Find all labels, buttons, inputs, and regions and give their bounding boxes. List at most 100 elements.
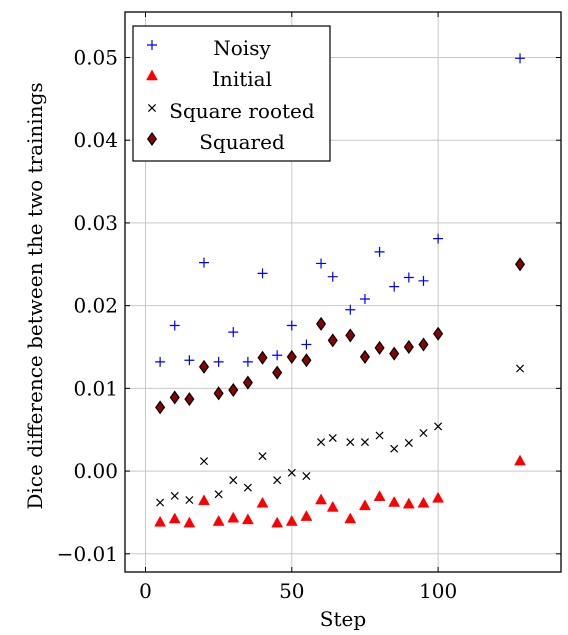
data-point-cross xyxy=(214,490,223,499)
legend-box xyxy=(132,25,331,162)
data-point-diamond xyxy=(257,350,268,365)
data-point-plus xyxy=(359,294,370,305)
data-point-plus xyxy=(515,53,526,64)
legend-entry-square-rooted: Square rooted xyxy=(147,99,315,123)
legend-marker-plus xyxy=(147,40,157,50)
legend-entry-initial: Initial xyxy=(146,67,272,91)
data-point-plus xyxy=(242,356,253,367)
data-point-plus xyxy=(213,356,224,367)
data-point-cross xyxy=(302,472,311,481)
legend-symbol-plus xyxy=(147,40,157,50)
data-point-plus xyxy=(433,233,444,244)
y-tick-label: 0.00 xyxy=(73,459,118,483)
data-point-triangle xyxy=(359,499,371,511)
data-point-plus xyxy=(389,281,400,292)
data-point-plus xyxy=(199,257,210,268)
data-point-plus xyxy=(374,246,385,257)
data-point-triangle xyxy=(241,513,254,525)
legend-marker-cross xyxy=(147,103,157,113)
data-point-cross xyxy=(434,422,443,431)
y-tick-label: 0.01 xyxy=(73,376,118,400)
data-point-diamond xyxy=(514,257,526,272)
data-point-triangle xyxy=(417,496,430,508)
data-point-triangle xyxy=(373,490,386,501)
data-point-triangle xyxy=(402,497,415,509)
data-point-plus xyxy=(286,320,297,331)
data-point-cross xyxy=(360,438,369,447)
marks-layer xyxy=(154,53,526,528)
data-point-triangle xyxy=(300,510,313,521)
data-point-plus xyxy=(316,258,327,269)
data-point-diamond xyxy=(213,386,224,401)
data-point-triangle xyxy=(183,516,196,528)
x-axis-label: Step xyxy=(320,607,366,631)
data-point-plus xyxy=(272,350,283,361)
data-point-diamond xyxy=(433,326,444,341)
data-point-plus xyxy=(327,271,338,282)
data-point-triangle xyxy=(315,493,327,505)
data-point-diamond xyxy=(403,339,414,355)
data-point-plus xyxy=(418,275,429,286)
data-point-plus xyxy=(228,327,239,338)
data-point-triangle xyxy=(326,500,339,512)
y-tick-label: 0.03 xyxy=(73,211,118,235)
legend-label-squared: Squared xyxy=(199,130,285,154)
legend-label-initial: Initial xyxy=(212,67,272,91)
data-point-diamond xyxy=(228,382,239,398)
data-point-cross xyxy=(170,491,179,500)
data-point-plus xyxy=(155,356,166,367)
legend-label-square-rooted: Square rooted xyxy=(169,99,315,123)
legend-symbol-diamond xyxy=(146,131,158,147)
plot-frame xyxy=(124,11,562,573)
data-point-plus xyxy=(257,268,268,279)
y-axis-label: Dice difference between the two training… xyxy=(23,82,47,509)
data-point-cross xyxy=(156,498,165,507)
data-point-cross xyxy=(273,476,282,485)
data-point-triangle xyxy=(168,512,181,524)
data-point-triangle xyxy=(256,496,269,508)
data-point-diamond xyxy=(272,365,283,380)
data-point-cross xyxy=(243,483,252,492)
legend: Noisy Initial Square rooted Squared xyxy=(132,25,331,162)
data-point-triangle xyxy=(198,494,210,506)
data-point-plus xyxy=(184,355,195,366)
data-point-diamond xyxy=(198,359,210,374)
data-point-cross xyxy=(346,438,355,447)
data-point-cross xyxy=(317,438,326,447)
data-point-triangle xyxy=(285,515,298,526)
data-point-diamond xyxy=(359,349,370,364)
data-point-triangle xyxy=(432,491,445,503)
data-point-cross xyxy=(328,433,337,443)
data-point-diamond xyxy=(184,392,195,407)
data-point-cross xyxy=(258,452,267,461)
legend-symbol-triangle xyxy=(146,69,158,81)
data-point-diamond xyxy=(316,316,327,331)
data-point-plus xyxy=(169,320,180,331)
legend-label-noisy: Noisy xyxy=(213,36,271,60)
data-point-triangle xyxy=(388,495,401,507)
data-point-plus xyxy=(345,304,356,315)
data-point-diamond xyxy=(286,349,297,364)
data-point-cross xyxy=(229,476,238,485)
legend-entry-squared: Squared xyxy=(146,130,285,154)
data-point-cross xyxy=(419,429,428,438)
data-point-plus xyxy=(301,339,312,350)
data-point-cross xyxy=(375,431,384,440)
x-tick-label: 100 xyxy=(419,579,457,603)
data-point-diamond xyxy=(389,346,400,361)
data-point-diamond xyxy=(242,375,253,390)
data-point-cross xyxy=(199,457,209,466)
y-tick-label: −0.01 xyxy=(57,542,118,566)
legend-marker-triangle xyxy=(146,69,158,81)
data-point-diamond xyxy=(169,390,180,405)
data-point-diamond xyxy=(327,333,338,348)
data-point-plus xyxy=(403,272,414,283)
y-tick-label: 0.04 xyxy=(73,128,118,152)
data-point-triangle xyxy=(212,515,225,526)
ticks-layer: 0 50 100 −0.01 0.00 0.01 0.02 0.03 0.04 0.05 xyxy=(57,12,561,603)
data-point-triangle xyxy=(514,454,526,466)
y-tick-label: 0.02 xyxy=(73,294,118,318)
data-point-triangle xyxy=(227,511,240,523)
data-point-triangle xyxy=(271,516,284,528)
